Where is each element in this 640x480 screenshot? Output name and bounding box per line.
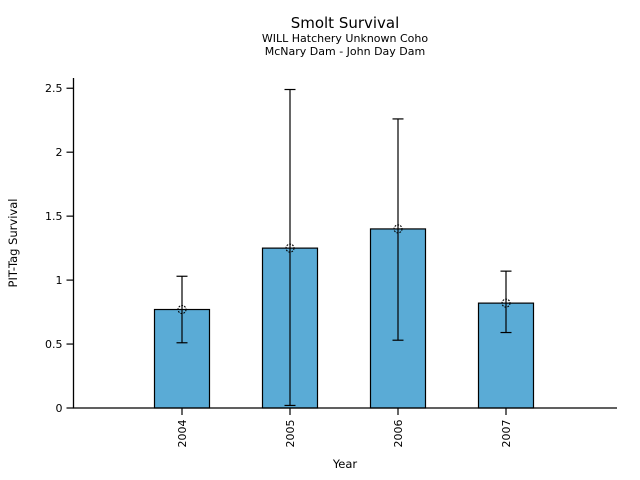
y-tick-label-2: 2	[56, 146, 63, 159]
y-tick-label-0: 0	[56, 402, 63, 415]
x-tick-label-2004: 2004	[176, 420, 189, 448]
x-tick-label-2007: 2007	[500, 420, 513, 448]
point-marker-2006	[393, 224, 403, 234]
chart-title: Smolt Survival	[291, 14, 400, 32]
point-marker-2007	[501, 298, 511, 308]
x-tick-label-2006: 2006	[392, 420, 405, 448]
x-axis-label: Year	[332, 457, 358, 471]
x-tick-label-2005: 2005	[284, 420, 297, 448]
point-marker-2005	[285, 243, 295, 253]
y-axis-label: PIT-Tag Survival	[6, 199, 20, 288]
point-marker-2004	[177, 304, 187, 315]
y-tick-label-1: 1	[56, 274, 63, 287]
chart-subtitle-line2: McNary Dam - John Day Dam	[265, 45, 425, 58]
y-tick-label-1.5: 1.5	[45, 210, 63, 223]
chart-subtitle-line1: WILL Hatchery Unknown Coho	[262, 32, 428, 45]
plot-area: 0 0.5 1 1.5 2 2.5 2004 2005 2006 2007	[45, 78, 617, 448]
y-tick-label-0.5: 0.5	[45, 338, 63, 351]
y-tick-label-2.5: 2.5	[45, 82, 63, 95]
